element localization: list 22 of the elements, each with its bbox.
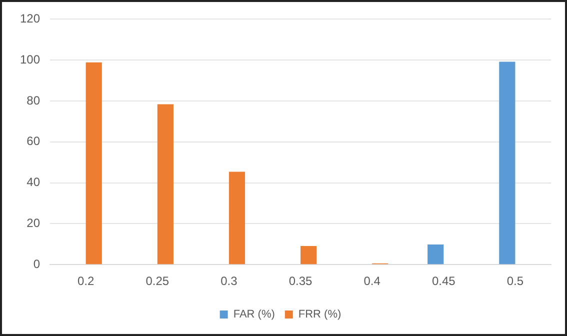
bar: [228, 172, 246, 264]
x-tick-label: 0.45: [432, 274, 456, 288]
bar: [157, 104, 174, 264]
bar: [428, 244, 444, 264]
x-tick-label: 0.2: [77, 274, 94, 288]
y-tick-label: 120: [20, 12, 40, 26]
x-tick-label: 0.35: [288, 274, 313, 288]
x-tick-label: 0.5: [506, 274, 524, 288]
bar: [86, 62, 102, 264]
x-tick-label: 0.25: [146, 274, 170, 288]
x-tick-label: 0.3: [220, 274, 238, 288]
y-tick-label: 40: [26, 175, 40, 190]
y-tick-label: 0: [33, 256, 40, 271]
bar: [300, 246, 317, 264]
legend-label: FRR (%): [298, 308, 342, 321]
y-tick-label: 100: [20, 52, 40, 66]
y-tick-label: 60: [26, 134, 40, 148]
legend-label: FAR (%): [233, 308, 275, 321]
y-tick-label: 80: [26, 93, 40, 108]
y-tick-label: 20: [26, 216, 40, 230]
x-tick-label: 0.4: [364, 274, 381, 288]
bar: [499, 62, 516, 264]
